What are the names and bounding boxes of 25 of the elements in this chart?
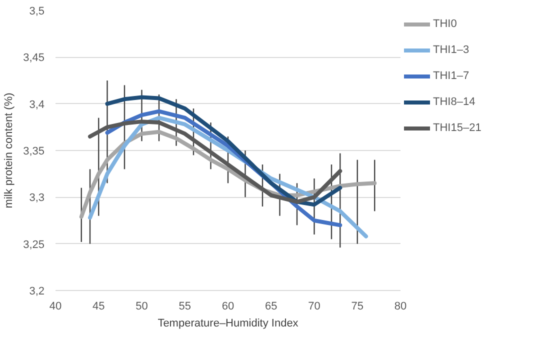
x-tick-label: 55 (178, 300, 192, 312)
legend-label: THI8–14 (433, 96, 476, 108)
y-tick-label: 3,35 (23, 146, 45, 158)
line-series (105, 95, 342, 207)
y-tick-label: 3,4 (29, 98, 45, 111)
legend-label: THI15–21 (433, 122, 482, 134)
x-tick-label: 75 (351, 300, 364, 312)
y-axis-title: milk protein content (%) (3, 92, 16, 208)
x-tick-label: 80 (394, 300, 407, 312)
x-tick-label: 70 (308, 300, 320, 312)
line-series (88, 120, 342, 204)
x-tick-label: 40 (49, 300, 62, 312)
y-tick-label: 3,25 (23, 238, 45, 251)
x-tick-label: 50 (136, 300, 148, 312)
y-tick-label: 3,45 (23, 52, 45, 64)
x-tick-label: 60 (222, 300, 234, 312)
x-tick-label: 45 (92, 300, 105, 312)
legend-label: THI0 (433, 18, 457, 30)
y-tick-label: 3,3 (29, 192, 45, 204)
legend-label: THI1–3 (433, 44, 470, 56)
legend-label: THI1–7 (433, 70, 470, 82)
y-tick-label: 3,5 (29, 6, 45, 18)
y-tick-label: 3,2 (29, 286, 45, 298)
x-tick-label: 65 (265, 300, 278, 312)
x-axis-title: Temperature–Humidity Index (158, 318, 299, 330)
